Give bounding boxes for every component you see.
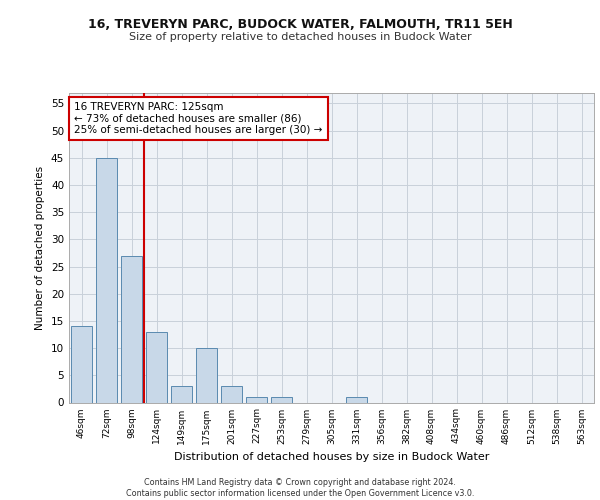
Text: Contains HM Land Registry data © Crown copyright and database right 2024.
Contai: Contains HM Land Registry data © Crown c… xyxy=(126,478,474,498)
Text: Size of property relative to detached houses in Budock Water: Size of property relative to detached ho… xyxy=(128,32,472,42)
Bar xyxy=(171,386,192,402)
Bar xyxy=(346,397,367,402)
Bar xyxy=(146,332,167,402)
Bar xyxy=(196,348,217,403)
Bar xyxy=(96,158,117,402)
Bar xyxy=(221,386,242,402)
Bar xyxy=(271,397,292,402)
Bar xyxy=(246,397,267,402)
Text: 16 TREVERYN PARC: 125sqm
← 73% of detached houses are smaller (86)
25% of semi-d: 16 TREVERYN PARC: 125sqm ← 73% of detach… xyxy=(74,102,323,135)
Text: 16, TREVERYN PARC, BUDOCK WATER, FALMOUTH, TR11 5EH: 16, TREVERYN PARC, BUDOCK WATER, FALMOUT… xyxy=(88,18,512,30)
X-axis label: Distribution of detached houses by size in Budock Water: Distribution of detached houses by size … xyxy=(174,452,489,462)
Bar xyxy=(71,326,92,402)
Bar xyxy=(121,256,142,402)
Y-axis label: Number of detached properties: Number of detached properties xyxy=(35,166,46,330)
